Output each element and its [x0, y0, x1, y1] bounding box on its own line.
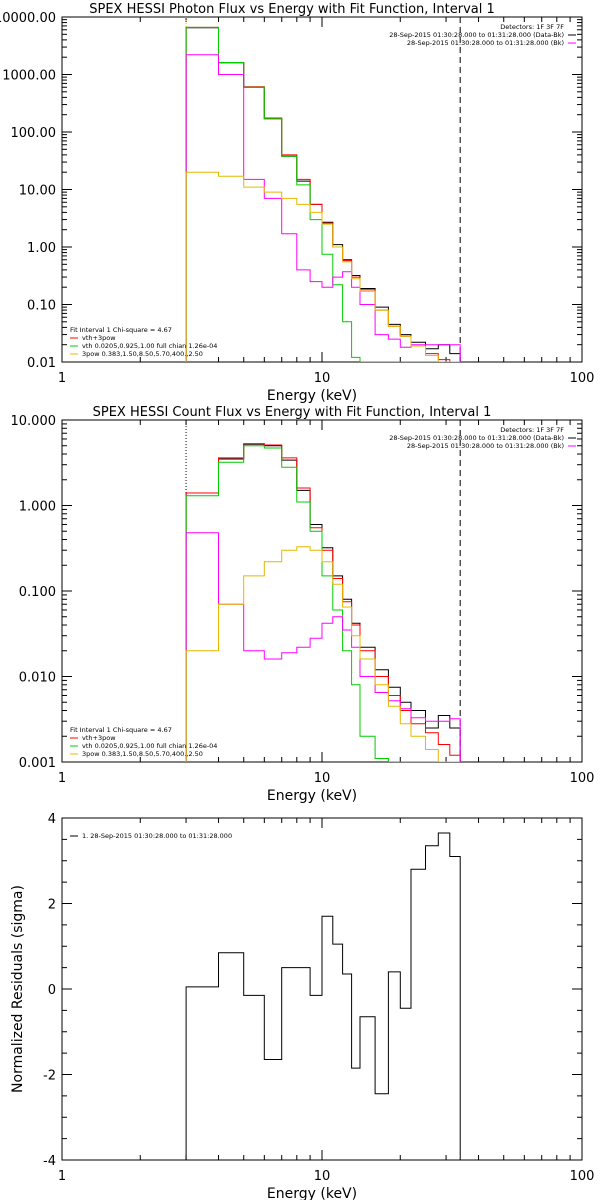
y-tick-label: 1000.00: [2, 69, 56, 84]
y-tick-label: 10.00: [19, 184, 56, 199]
y-tick-label: -4: [43, 1154, 56, 1169]
count-flux-plot: SPEX HESSI Count Flux vs Energy with Fit…: [11, 405, 595, 804]
legend-entry: 3pow 0.383,1.50,8.50,5.70,400.,2.50: [82, 750, 203, 758]
series-2-line: [185, 26, 461, 362]
plot-frame: [61, 16, 583, 363]
y-tick-label: 4: [48, 812, 56, 827]
legend-entry: vth 0.0205,0.925,1.00 full chian 1.26e-0…: [82, 342, 217, 350]
series-0-line: [185, 832, 461, 1160]
series-0-line: [185, 27, 461, 362]
series-4-line: [185, 546, 461, 762]
series-1-line: [185, 26, 461, 362]
series-2-line: [185, 445, 461, 762]
chart-title: SPEX HESSI Count Flux vs Energy with Fit…: [93, 405, 492, 420]
legend-entry: 28-Sep-2015 01:30:28.000 to 01:31:28.000…: [389, 31, 564, 39]
x-axis-label: Energy (keV): [267, 788, 357, 804]
legend-entry: 1. 28-Sep-2015 01:30:28.000 to 01:31:28.…: [82, 832, 232, 840]
x-axis-label: Energy (keV): [267, 1186, 357, 1200]
y-tick-label: 0.10: [27, 299, 56, 314]
legend-entry: Fit Interval 1 Chi-square = 4.67: [70, 726, 172, 734]
x-tick-label: 100: [570, 371, 595, 386]
legend-entry: vth+3pow: [82, 734, 116, 742]
x-tick-label: 1: [58, 371, 66, 386]
legend-entry: Detectors: 1F 3F 7F: [500, 23, 564, 31]
residuals-plot: 1 10 100 Energy (keV) -4 -2 0 2 4 Normalized Resi…: [10, 812, 594, 1200]
y-tick-label: 10000.00: [0, 11, 56, 26]
legend-entry: Fit Interval 1 Chi-square = 4.67: [70, 326, 172, 334]
legend-entry: 28-Sep-2015 01:30:28.000 to 01:31:28.000…: [389, 434, 564, 442]
chart-title: SPEX HESSI Photon Flux vs Energy with Fi…: [89, 2, 495, 17]
x-tick-label: 1: [58, 771, 66, 786]
y-tick-label: 0: [48, 983, 56, 998]
legend-entry: vth+3pow: [82, 334, 116, 342]
legend-entry: Detectors: 1F 3F 7F: [500, 426, 564, 434]
y-axis-label: Normalized Residuals (sigma): [10, 885, 26, 1093]
photon-flux-plot: SPEX HESSI Photon Flux vs Energy with Fi…: [0, 2, 594, 404]
y-tick-label: 2: [48, 898, 56, 913]
x-tick-label: 100: [570, 1169, 595, 1184]
x-tick-label: 10: [314, 771, 331, 786]
y-tick-label: 100.00: [11, 126, 57, 141]
x-tick-label: 1: [58, 1169, 66, 1184]
series-3-line: [185, 532, 461, 762]
series-1-line: [185, 443, 461, 762]
legend-entry: vth 0.0205,0.925,1.00 full chian 1.26e-0…: [82, 742, 217, 750]
legend-entry: 28-Sep-2015 01:30:28.000 to 01:31:28.000…: [407, 39, 564, 47]
x-tick-label: 10: [314, 1169, 331, 1184]
x-tick-label: 100: [570, 771, 595, 786]
plot-frame: [61, 419, 583, 763]
y-tick-label: 0.01: [27, 356, 56, 371]
x-tick-label: 10: [314, 371, 331, 386]
series-4-line: [185, 171, 461, 362]
series-3-line: [185, 54, 461, 362]
y-tick-label: 1.00: [27, 241, 56, 256]
y-tick-label: 0.001: [19, 756, 56, 771]
x-axis-label: Energy (keV): [267, 388, 357, 404]
series-0-line: [185, 443, 461, 762]
y-tick-label: 10.000: [11, 414, 57, 429]
y-tick-label: 0.010: [19, 671, 56, 686]
legend-entry: 28-Sep-2015 01:30:28.000 to 01:31:28.000…: [407, 442, 564, 450]
y-tick-label: 0.100: [19, 585, 56, 600]
legend-entry: 3pow 0.383,1.50,8.50,5.70,400.,2.50: [82, 350, 203, 358]
y-tick-label: 1.000: [19, 500, 56, 515]
y-tick-label: -2: [43, 1069, 56, 1084]
